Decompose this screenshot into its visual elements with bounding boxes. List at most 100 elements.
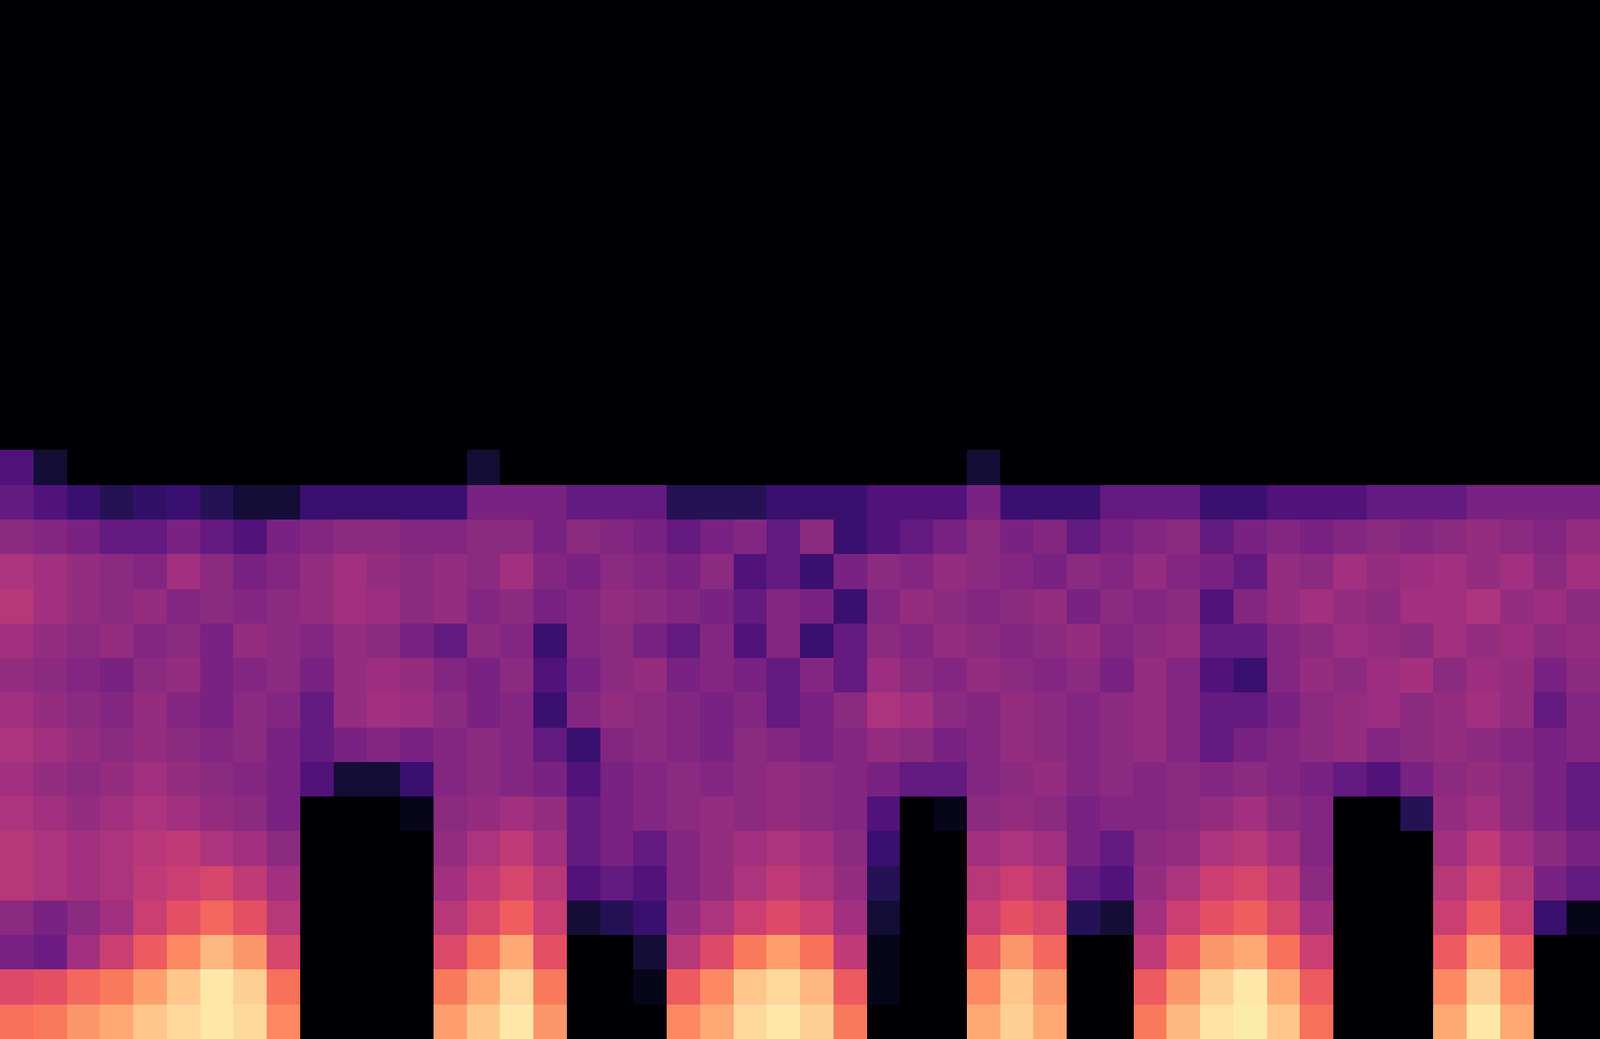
cell (333, 381, 368, 417)
cell (1267, 172, 1301, 209)
cell (1267, 276, 1301, 313)
cell (433, 69, 468, 105)
cell (166, 449, 201, 486)
cell (1500, 623, 1534, 659)
cell (1400, 415, 1434, 451)
cell (1233, 796, 1268, 832)
cell (867, 623, 901, 659)
cell (266, 381, 301, 417)
cell (566, 727, 601, 764)
cell (933, 1004, 967, 1039)
cell (1100, 311, 1134, 347)
cell (400, 449, 434, 486)
cell (1500, 208, 1534, 244)
cell (300, 346, 334, 382)
cell (300, 727, 334, 764)
cell (1200, 172, 1234, 209)
cell (33, 449, 68, 486)
cell (400, 830, 434, 867)
cell (1066, 69, 1101, 105)
cell (499, 138, 534, 174)
cell (533, 208, 567, 244)
cell (1000, 311, 1034, 347)
cell (800, 276, 834, 313)
cell (333, 449, 368, 486)
cell (1433, 346, 1467, 382)
cell (67, 1004, 101, 1039)
cell (467, 553, 501, 590)
cell (700, 172, 734, 209)
cell (0, 589, 34, 625)
cell (600, 830, 634, 867)
cell (166, 276, 201, 313)
cell (366, 553, 400, 590)
cell (566, 104, 601, 140)
cell (0, 485, 34, 521)
cell (1366, 138, 1401, 174)
cell (67, 69, 101, 105)
cell (1433, 1004, 1467, 1039)
cell (566, 485, 601, 521)
cell (766, 553, 800, 590)
cell (1366, 969, 1401, 1005)
cell (400, 658, 434, 694)
cell (1333, 519, 1367, 555)
cell (1333, 242, 1367, 278)
cell (533, 935, 567, 971)
cell (1400, 276, 1434, 313)
cell (1433, 519, 1467, 555)
cell (333, 172, 368, 209)
cell (1267, 762, 1301, 798)
cell (33, 311, 68, 347)
cell (633, 346, 667, 382)
cell (700, 311, 734, 347)
cell (133, 1004, 167, 1039)
cell (1233, 692, 1268, 728)
cell (99, 1004, 134, 1039)
cell (499, 692, 534, 728)
cell (666, 969, 701, 1005)
cell (200, 311, 234, 347)
cell (233, 1004, 267, 1039)
cell (1200, 381, 1234, 417)
cell (1267, 346, 1301, 382)
cell (733, 727, 768, 764)
cell (966, 519, 1001, 555)
cell (1066, 381, 1101, 417)
cell (566, 138, 601, 174)
cell (499, 415, 534, 451)
cell (1200, 276, 1234, 313)
cell (1466, 276, 1501, 313)
cell (700, 519, 734, 555)
cell (1433, 34, 1467, 70)
cell (33, 796, 68, 832)
cell (800, 381, 834, 417)
cell (1566, 658, 1600, 694)
cell (133, 449, 167, 486)
cell (966, 796, 1001, 832)
cell (1299, 589, 1334, 625)
cell (133, 311, 167, 347)
cell (166, 381, 201, 417)
cell (1333, 381, 1367, 417)
cell (1400, 762, 1434, 798)
cell (1466, 727, 1501, 764)
cell (1500, 900, 1534, 936)
cell (766, 623, 800, 659)
cell (166, 762, 201, 798)
cell (1033, 276, 1067, 313)
cell (0, 69, 34, 105)
cell (467, 276, 501, 313)
cell (800, 866, 834, 902)
cell (1366, 553, 1401, 590)
cell (633, 0, 667, 36)
cell (700, 449, 734, 486)
cell (1366, 519, 1401, 555)
cell (1200, 519, 1234, 555)
cell (266, 208, 301, 244)
cell (666, 346, 701, 382)
cell (433, 311, 468, 347)
cell (499, 104, 534, 140)
cell (1366, 658, 1401, 694)
cell (1233, 34, 1268, 70)
